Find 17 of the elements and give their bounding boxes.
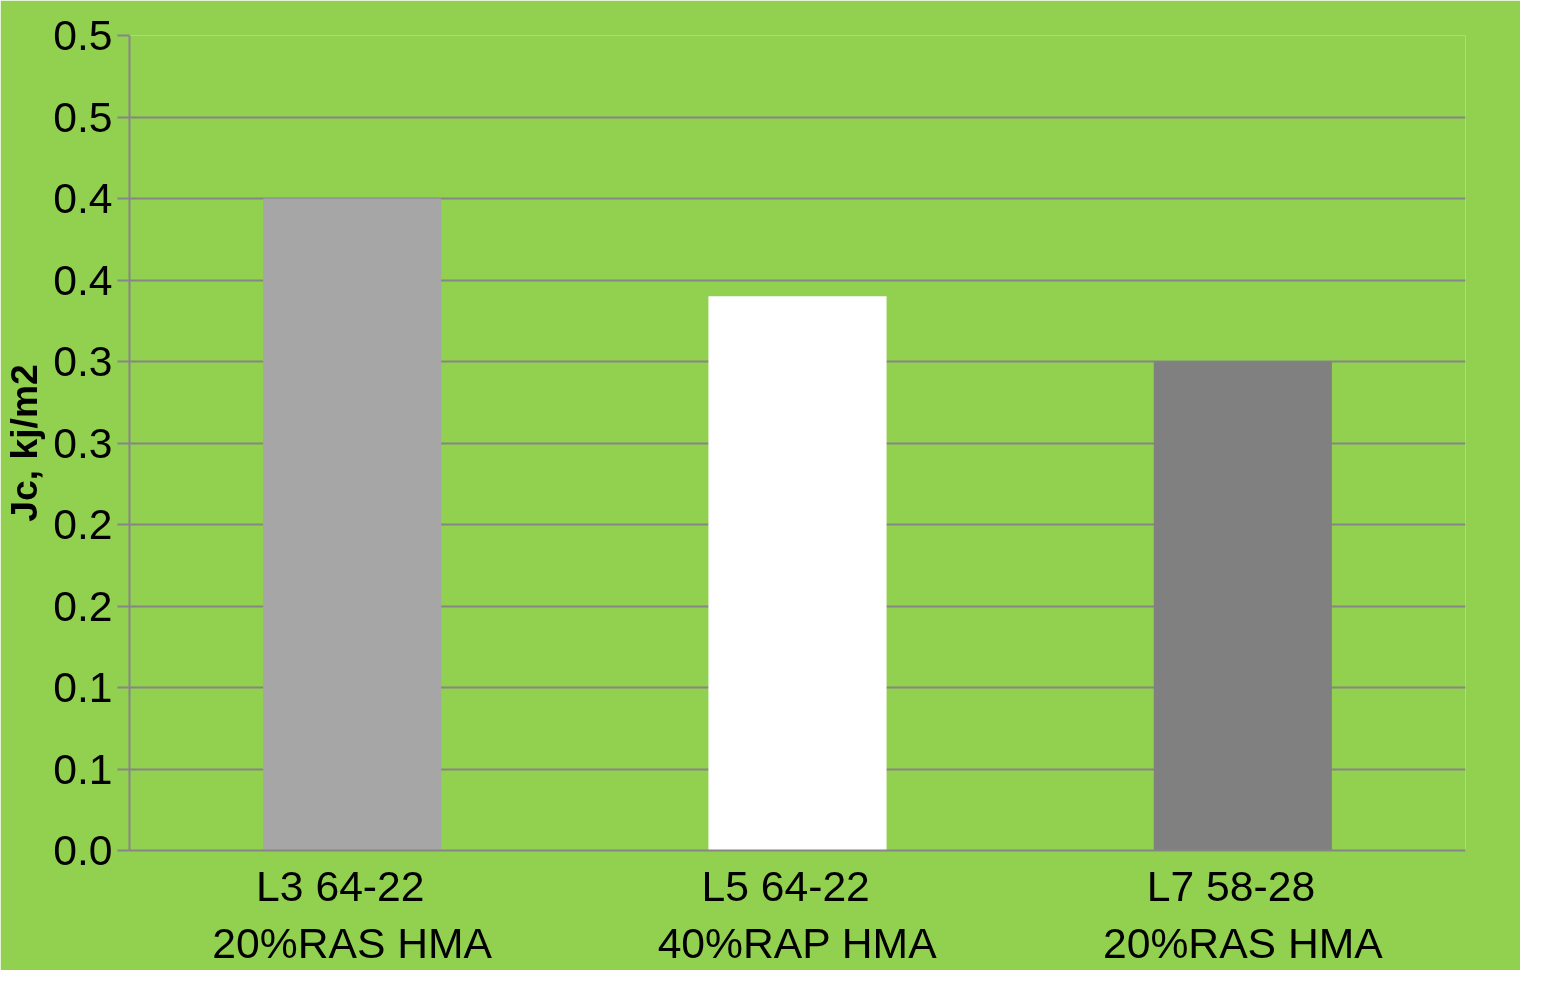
y-tick-label: 0.1 — [53, 744, 113, 793]
x-tick-label: L5 64-22 40%RAP HMA — [657, 861, 938, 968]
y-tick-label: 0.4 — [53, 255, 113, 304]
y-tick-label: 0.2 — [53, 581, 113, 630]
bar — [263, 198, 442, 851]
bar — [708, 296, 887, 851]
y-tick-label: 0.3 — [53, 418, 113, 467]
x-tick-label: L3 64-22 20%RAS HMA — [212, 861, 493, 968]
y-axis-title: Jc, kj/m2 — [3, 364, 46, 522]
y-tick-label: 0.2 — [53, 500, 113, 548]
y-tick-label: 0.1 — [53, 663, 113, 711]
y-tick-label: 0.4 — [53, 174, 113, 222]
y-tick-label: 0.5 — [53, 92, 113, 141]
y-tick-label: 0.5 — [53, 11, 113, 59]
x-tick-label: L7 58-28 20%RAS HMA — [1102, 861, 1384, 968]
y-tick-label: 0.0 — [53, 826, 113, 874]
y-tick-label: 0.3 — [53, 337, 113, 385]
